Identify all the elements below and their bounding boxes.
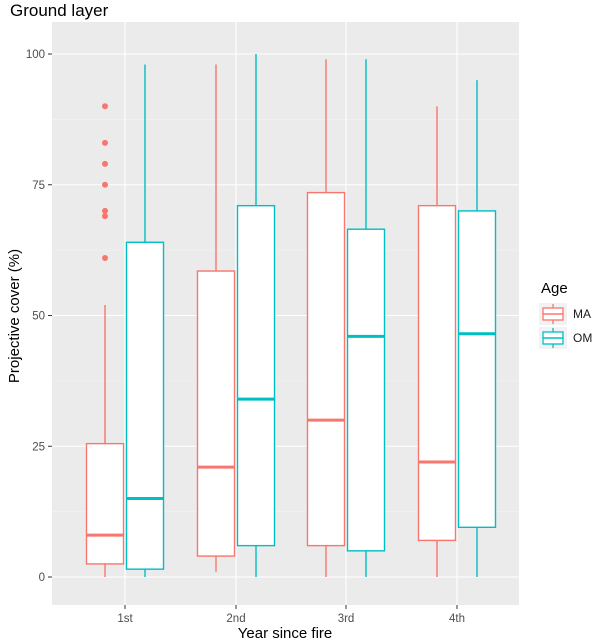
y-axis: 0 25 50 75 100 — [26, 49, 52, 584]
x-tick-label: 4th — [449, 613, 465, 625]
box-body — [236, 204, 276, 547]
legend-label-MA: MA — [573, 307, 591, 321]
chart-title: Ground layer — [10, 1, 109, 20]
outlier-point — [102, 160, 108, 167]
legend-title: Age — [541, 280, 568, 297]
box-body — [346, 228, 386, 552]
outlier-point — [102, 181, 108, 188]
box-OM-2nd — [236, 54, 276, 577]
outlier-point — [102, 254, 108, 261]
x-tick-label: 3rd — [338, 613, 355, 625]
y-tick-label: 100 — [26, 49, 45, 61]
outlier-point — [102, 103, 108, 110]
y-tick-label: 75 — [32, 180, 45, 192]
outlier-point — [102, 207, 108, 214]
box-body — [417, 204, 457, 542]
y-tick-label: 50 — [32, 311, 45, 323]
y-tick-label: 25 — [32, 441, 45, 453]
box-body — [196, 270, 236, 557]
box-MA-1st — [85, 103, 125, 577]
x-tick-label: 1st — [117, 613, 133, 625]
outlier-point — [102, 213, 108, 220]
y-tick-label: 0 — [39, 572, 45, 584]
x-tick-label: 2nd — [226, 613, 245, 625]
outlier-point — [102, 139, 108, 146]
box-body — [457, 210, 497, 529]
box-OM-3rd — [346, 59, 386, 577]
box-body — [306, 191, 346, 547]
box-body — [125, 241, 165, 570]
box-MA-4th — [417, 106, 457, 577]
box-OM-1st — [125, 64, 165, 577]
x-axis-title: Year since fire — [238, 625, 333, 642]
box-body — [85, 442, 125, 565]
legend-label-OM: OM — [573, 331, 592, 345]
box-series — [85, 54, 497, 577]
legend: Age MA OM — [539, 280, 592, 349]
box-OM-4th — [457, 80, 497, 577]
x-axis: 1st 2nd 3rd 4th — [117, 605, 465, 625]
box-MA-2nd — [196, 64, 236, 572]
box-MA-3rd — [306, 59, 346, 577]
y-axis-title: Projective cover (%) — [6, 249, 23, 383]
